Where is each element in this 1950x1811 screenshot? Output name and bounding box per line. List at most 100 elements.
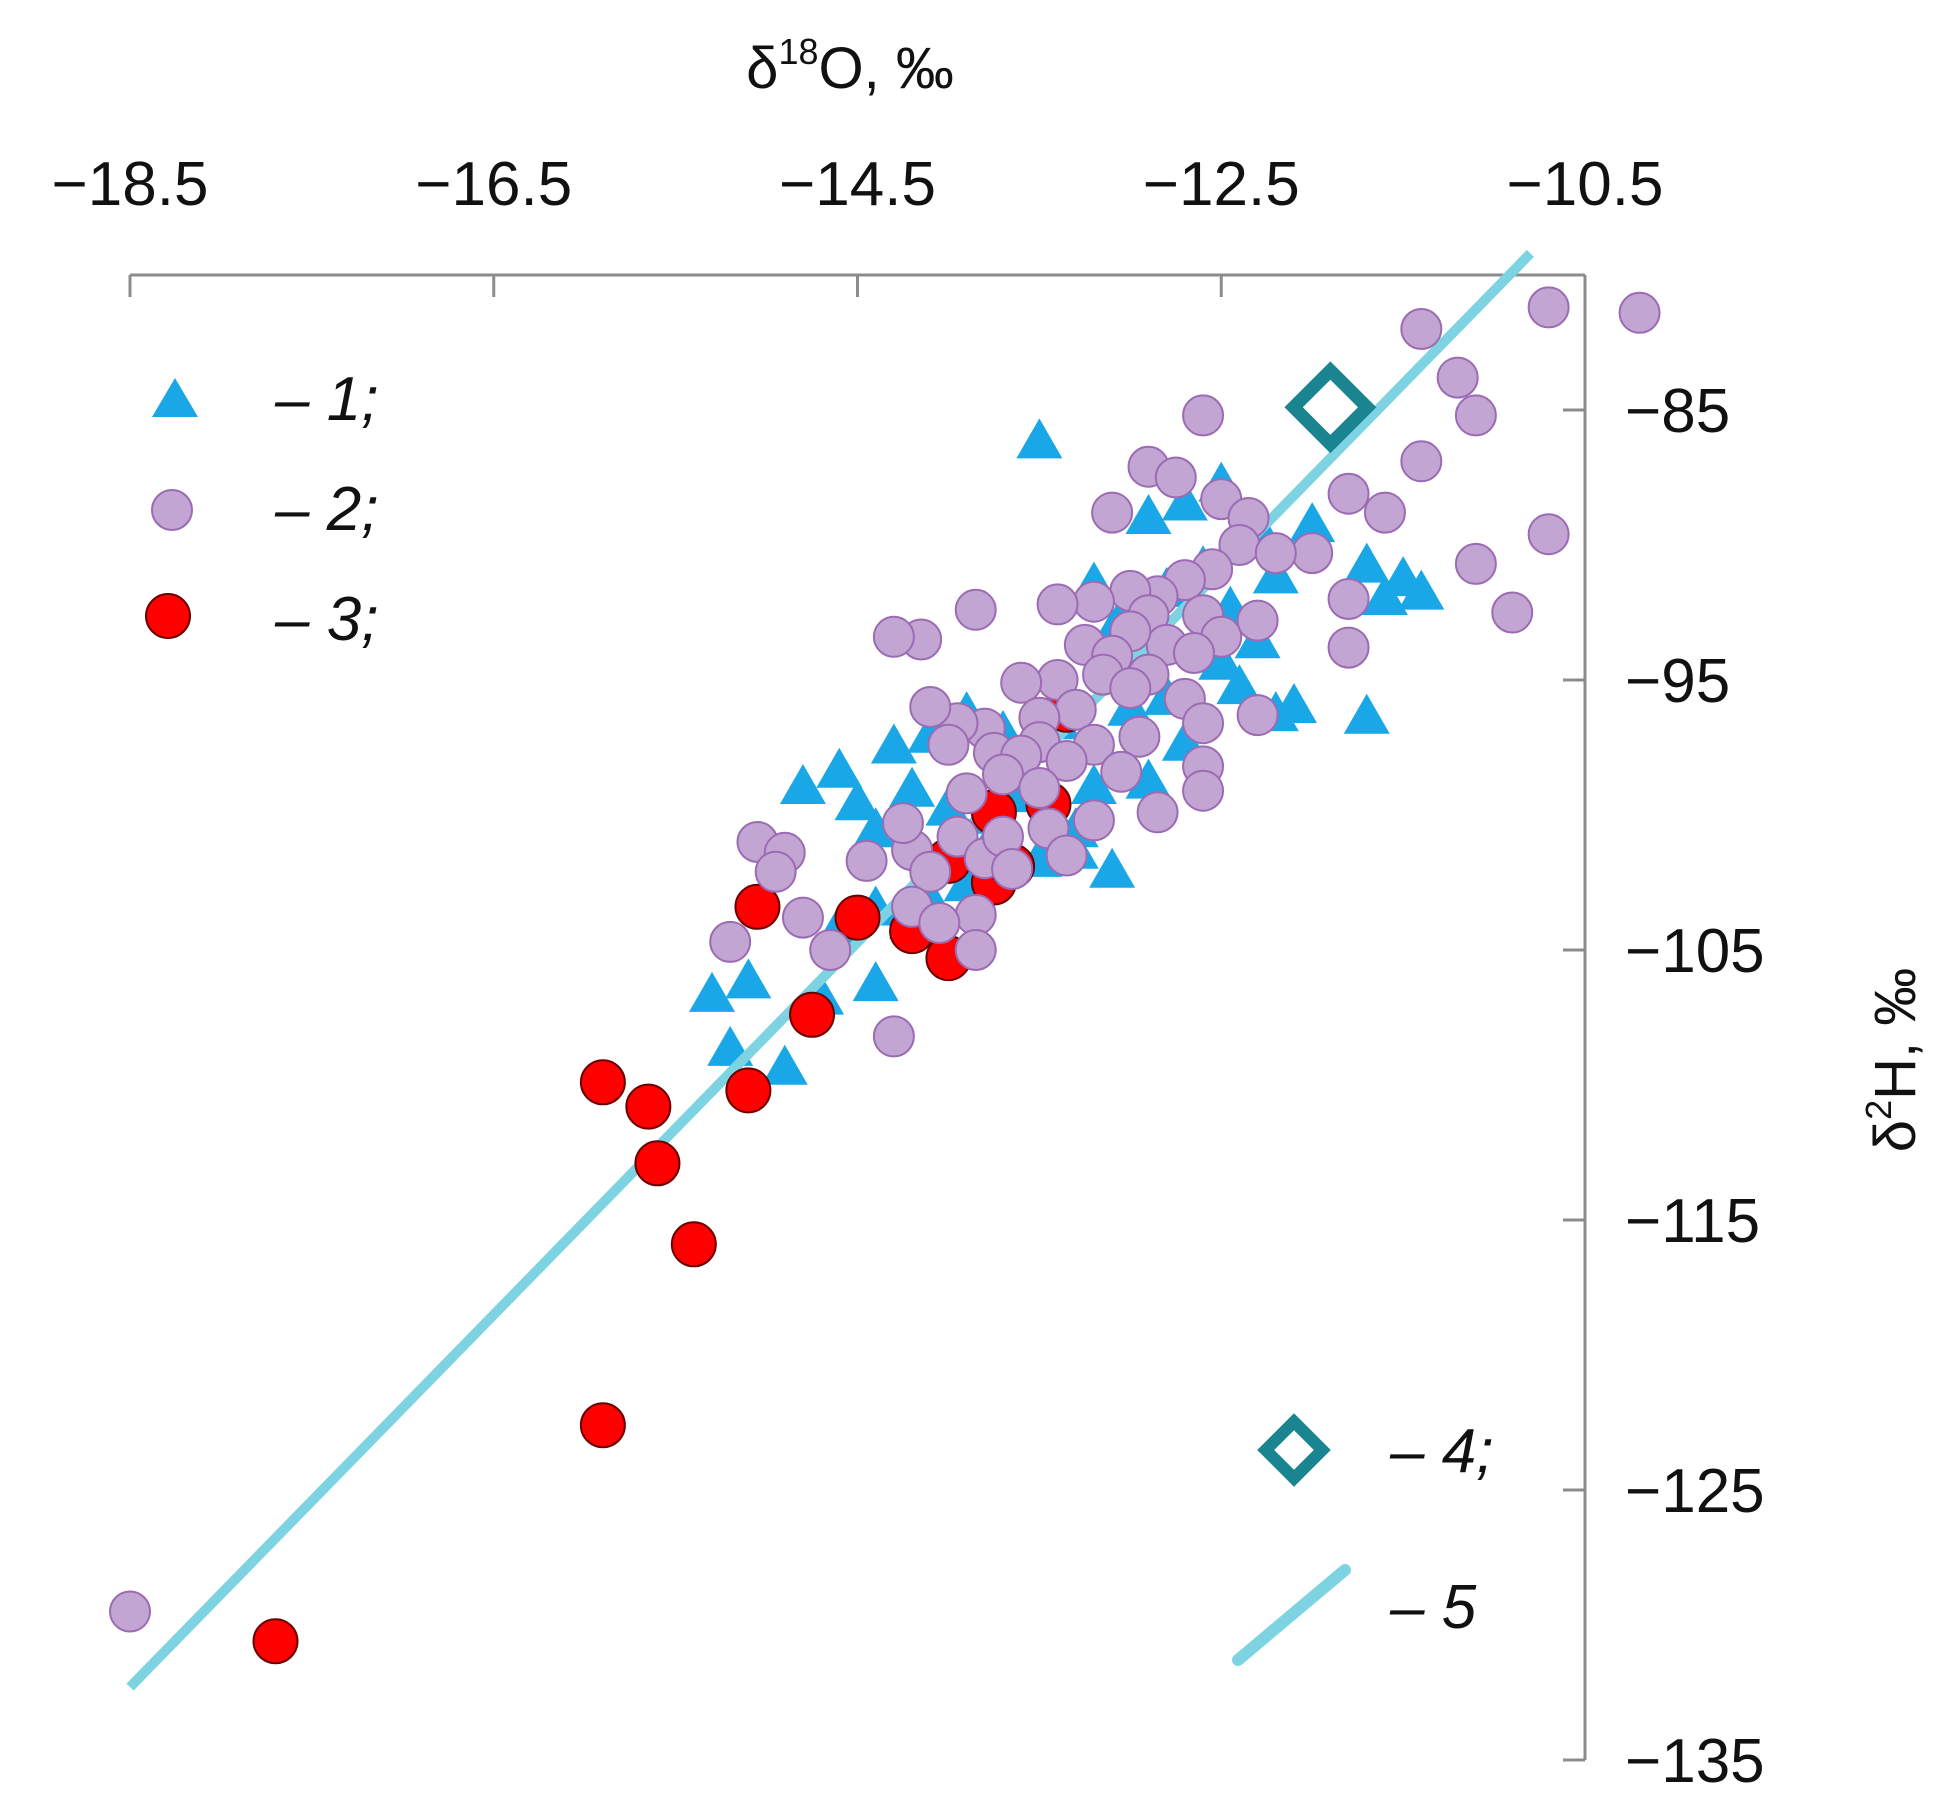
series-3-red-circle-point <box>734 883 781 930</box>
series-1-triangle-point <box>1361 575 1408 615</box>
series-2-purple-circle-point <box>954 929 997 971</box>
series-3-red-circle-point <box>670 1221 717 1268</box>
legend-label-2: – 2; <box>274 475 378 544</box>
legend-line-marker <box>1232 1564 1351 1666</box>
y-tick-label: −135 <box>1625 1727 1765 1796</box>
series-1-triangle-point <box>1343 542 1390 583</box>
legend-item-4: – 4; <box>1257 1413 1493 1487</box>
y-tick-label: −125 <box>1625 1457 1765 1526</box>
series-2-purple-circle-point <box>1236 599 1279 642</box>
series-3-red-circle-point <box>789 991 836 1038</box>
axes: −18.5 −16.5 −14.5 −12.5 −10.5 −85 −95 −105 −115 −… <box>52 150 1765 1796</box>
series-2-purple-circle-point <box>1118 715 1161 758</box>
series-2-purple-circle-point <box>1327 578 1370 620</box>
series-2-purple-circle-point <box>1491 591 1534 634</box>
legend-item-5: – 5 <box>1232 1564 1477 1666</box>
series-2-purple-circle-point <box>945 772 988 815</box>
series-1-triangle-point <box>852 961 899 1002</box>
series-2-purple-circle-point <box>1291 532 1334 575</box>
series-2-purple-circle-point <box>909 850 952 893</box>
series-1-triangle-point <box>1016 418 1063 459</box>
series-2-purple-circle-point <box>1182 394 1225 437</box>
series-2-purple-circle-point <box>1000 661 1043 704</box>
series-2-purple-circle-point <box>1254 532 1297 575</box>
series-2-purple-circle-point <box>1527 513 1570 556</box>
legend-item-1: – 1; <box>152 365 378 434</box>
legend-label-5: – 5 <box>1389 1573 1477 1642</box>
series-2-purple-circle-point <box>1618 291 1661 334</box>
x-tick-label: −10.5 <box>1507 150 1664 219</box>
series-2-purple-circle-point <box>1045 834 1088 877</box>
series-3-red-circle-point <box>579 1402 626 1449</box>
series-2-purple-circle-point <box>1363 491 1406 534</box>
series-2-purple-circle-point <box>1136 791 1179 834</box>
series-2-purple-circle-point <box>1236 694 1279 737</box>
series-1-triangle-point <box>1125 758 1172 799</box>
series-1-triangle-point <box>1161 480 1208 521</box>
series-2-purple-circle-point <box>881 802 924 845</box>
series-2-purple-circle-point <box>1182 769 1225 812</box>
series-3-red-circle-point <box>634 1140 681 1187</box>
series-2-purple-circle-point <box>1400 440 1443 483</box>
y-axis-title: δ2H, ‰ <box>1858 968 1928 1152</box>
legend-purple-circle-marker <box>151 489 193 531</box>
series-2-purple-circle-point <box>1072 799 1115 842</box>
series-2-purple-circle-point <box>1045 740 1088 782</box>
legend-red-circle-marker <box>145 593 191 639</box>
series-1-triangle-point <box>1198 639 1245 680</box>
y-tick-label: −115 <box>1625 1187 1760 1256</box>
series-1-triangle-point <box>816 747 863 788</box>
series-2-purple-circle-point <box>872 1015 915 1058</box>
series-2-purple-circle-point <box>1154 456 1197 499</box>
series-2-purple-circle-point <box>1018 767 1061 809</box>
series-1-triangle-point <box>725 958 772 999</box>
series-1-triangle-point <box>779 764 826 804</box>
series-2-purple-circle-point <box>1036 583 1079 626</box>
series-1-triangle-point <box>889 766 936 807</box>
series-2-purple-circle-point <box>1436 356 1479 399</box>
legend: – 1; – 2; – 3; – 4; – 5 <box>145 365 1493 1666</box>
series-1-triangle-point <box>925 785 972 826</box>
x-tick-label: −12.5 <box>1143 150 1300 219</box>
series-1-triangle-point <box>761 1044 808 1085</box>
x-tick-label: −14.5 <box>779 150 936 219</box>
series-2-purple-circle-point <box>1072 580 1115 623</box>
series-1-triangle-point <box>1089 847 1136 888</box>
legend-label-1: – 1; <box>274 365 378 434</box>
series-2-purple-circle-point <box>809 929 852 971</box>
series-2-purple-circle-point <box>1100 750 1143 793</box>
series-1-triangle-point <box>1125 494 1172 534</box>
legend-triangle-marker <box>152 378 198 417</box>
x-tick-label: −16.5 <box>415 150 572 219</box>
legend-item-3: – 3; <box>145 585 378 654</box>
legend-item-2: – 2; <box>151 475 378 544</box>
series-2-purple-circle-point <box>954 588 997 631</box>
series-1-triangle-point <box>1289 502 1336 543</box>
series-4-diamond-point <box>1284 361 1377 454</box>
y-tick-label: −105 <box>1625 917 1765 986</box>
series-2-purple-circle-point <box>1054 688 1097 731</box>
series-1-triangle-point <box>834 780 881 821</box>
series-3-red-circle-point <box>579 1059 626 1106</box>
series-2-purple-circle-point <box>1091 491 1134 534</box>
series-1-triangle-point <box>852 807 899 848</box>
series-2-purple-circle-point <box>1400 308 1443 350</box>
series-2-purple-circle-point <box>109 1590 151 1633</box>
series-1-triangle-point <box>1398 569 1445 610</box>
x-tick-label: −18.5 <box>52 150 209 219</box>
series-2-purple-circle-point <box>1327 626 1370 669</box>
series-1-triangle-point <box>1070 764 1117 804</box>
series-2-purple-circle-point <box>954 893 997 936</box>
series-3-red-circle-point <box>725 1067 772 1114</box>
series-2-purple-circle-point <box>1527 286 1570 329</box>
series-1-triangle-point <box>689 971 735 1012</box>
series-2-purple-circle-point <box>709 920 752 963</box>
x-axis-title: δ18O, ‰ <box>746 31 954 101</box>
series-1-triangle-point <box>1343 693 1390 734</box>
legend-label-4: – 4; <box>1389 1417 1493 1486</box>
series-1-triangle-point <box>870 723 917 764</box>
series-2-purple-circle-point <box>845 839 888 882</box>
y-tick-label: −95 <box>1625 647 1730 716</box>
legend-diamond-marker <box>1257 1413 1331 1487</box>
series-2-purple-circle-point <box>918 902 961 944</box>
